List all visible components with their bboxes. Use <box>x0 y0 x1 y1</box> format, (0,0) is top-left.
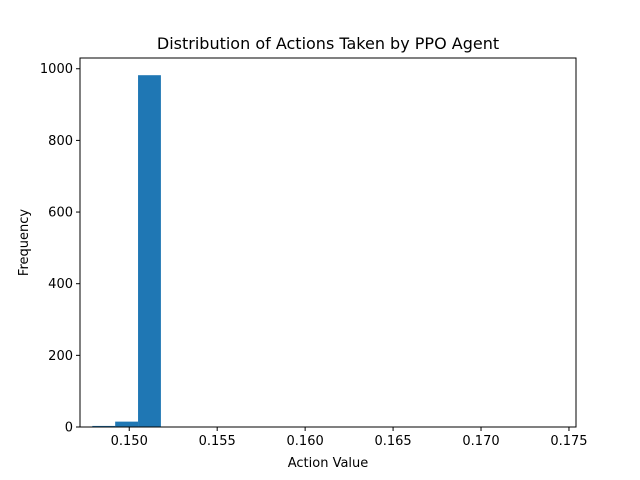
y-tick-label: 1000 <box>40 62 73 77</box>
y-axis-label: Frequency <box>17 209 32 276</box>
y-tick-label: 200 <box>48 349 73 364</box>
bars-group <box>92 75 161 428</box>
histogram-bar-0 <box>92 425 116 427</box>
x-tick-label: 0.155 <box>199 434 236 449</box>
y-tick-label: 800 <box>48 134 73 149</box>
x-tick-label: 0.170 <box>462 434 499 449</box>
histogram-bar-2 <box>138 75 161 428</box>
y-tick-label: 600 <box>48 206 73 221</box>
x-axis-ticks: 0.150 0.155 0.160 0.165 0.170 0.175 <box>111 427 588 449</box>
y-tick-label: 0 <box>65 421 73 436</box>
chart-title: Distribution of Actions Taken by PPO Age… <box>157 34 499 53</box>
x-tick-label: 0.150 <box>111 434 148 449</box>
plot-frame <box>79 57 577 428</box>
y-axis-ticks: 0 200 400 600 800 1000 <box>40 62 80 436</box>
x-tick-label: 0.175 <box>550 434 587 449</box>
y-tick-label: 400 <box>48 277 73 292</box>
x-tick-label: 0.165 <box>374 434 411 449</box>
histogram-bar-1 <box>115 421 139 427</box>
x-tick-label: 0.160 <box>287 434 324 449</box>
x-axis-label: Action Value <box>288 456 369 471</box>
